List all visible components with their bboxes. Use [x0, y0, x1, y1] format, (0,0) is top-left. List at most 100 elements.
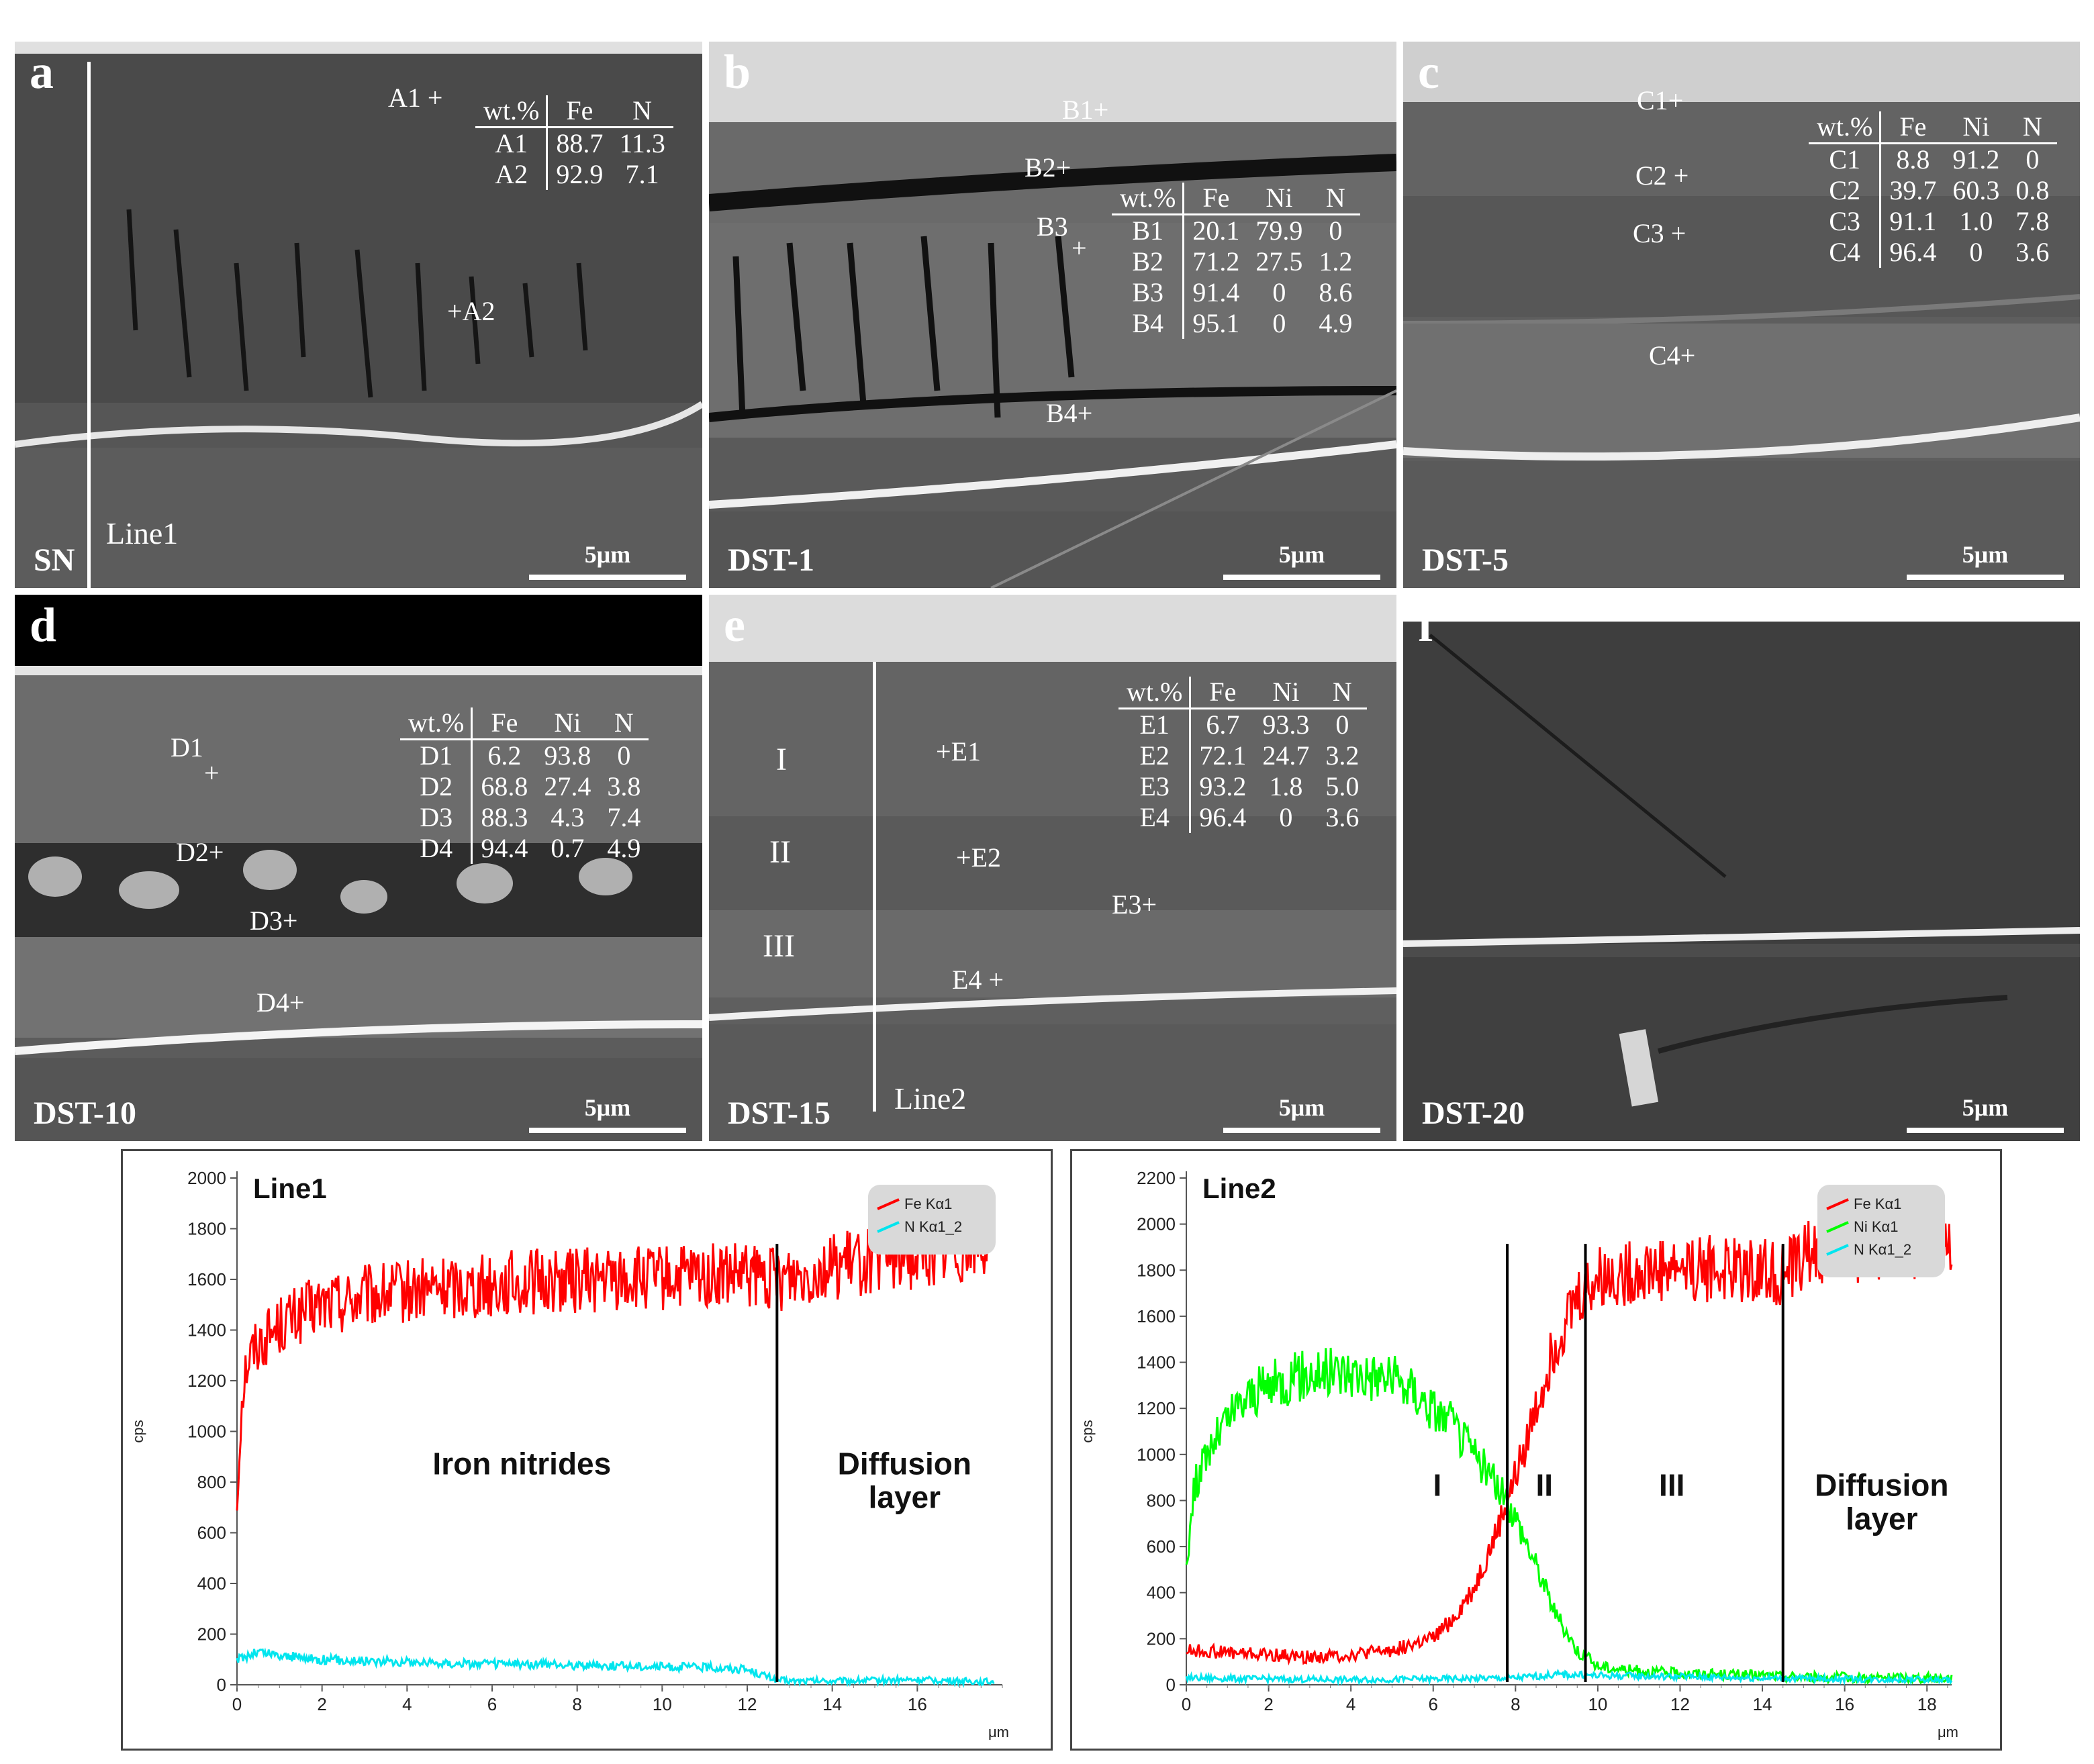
legend-box: [868, 1185, 996, 1255]
scale-bar: 5μm: [1223, 541, 1380, 580]
y-tick-label: 200: [197, 1624, 226, 1645]
x-tick-label: 12: [738, 1694, 757, 1714]
y-tick-label: 1000: [1137, 1444, 1176, 1465]
point-marker: A1 +: [388, 83, 443, 113]
x-axis-label: μm: [988, 1724, 1009, 1741]
y-tick-label: 2200: [1137, 1168, 1176, 1188]
point-marker: +A2: [447, 296, 495, 326]
legend-swatch: [1826, 1221, 1849, 1233]
y-tick-label: 600: [197, 1523, 226, 1543]
x-tick-label: 0: [1182, 1694, 1191, 1714]
y-tick-label: 800: [1147, 1490, 1176, 1510]
legend-box: [1817, 1185, 1945, 1277]
point-marker: B1+: [1062, 95, 1109, 125]
point-marker: B4+: [1046, 398, 1093, 428]
y-tick-label: 400: [1147, 1583, 1176, 1603]
panel-b: b B1+ B2+ B3 + B4+ wt.% Fe Ni N B1 20.1 79.9 0…: [709, 42, 1396, 588]
y-tick-label: 400: [197, 1573, 226, 1594]
panel-letter: a: [30, 45, 54, 99]
x-tick-label: 6: [1429, 1694, 1438, 1714]
point-marker: E3+: [1112, 889, 1157, 920]
chart-annotation: II: [1535, 1468, 1553, 1503]
point-marker: D1: [171, 732, 203, 763]
legend-swatch: [877, 1221, 900, 1233]
x-tick-label: 8: [572, 1694, 581, 1714]
chart-annotation: Iron nitrides: [432, 1447, 611, 1481]
y-tick-label: 1600: [187, 1269, 226, 1289]
x-tick-label: 18: [1917, 1694, 1937, 1714]
y-tick-label: 1600: [1137, 1306, 1176, 1326]
composition-table: wt.% Fe N A1 88.7 11.3 A2 92.9 7.1: [475, 95, 673, 190]
y-tick-label: 200: [1147, 1628, 1176, 1649]
sample-name: DST-5: [1422, 542, 1509, 578]
y-tick-label: 800: [197, 1472, 226, 1492]
point-marker: +E2: [956, 842, 1001, 873]
point-marker: B2+: [1025, 152, 1072, 183]
line-scan-chart-1: 0 200 400 600 800 1000 1200 1400 1600 1800 2000 0 2 4…: [121, 1149, 1053, 1751]
legend-entry: Ni Kα1: [1854, 1218, 1899, 1235]
x-tick-label: 12: [1670, 1694, 1690, 1714]
x-axis-label: μm: [1938, 1724, 1958, 1741]
x-tick-label: 8: [1511, 1694, 1520, 1714]
point-marker: C4+: [1649, 340, 1696, 371]
x-tick-label: 14: [822, 1694, 842, 1714]
point-marker: +: [204, 758, 220, 788]
sample-name: DST-1: [728, 542, 814, 578]
chart-annotation: Diffusion layer: [1815, 1468, 1948, 1536]
legend-entry: N Kα1_2: [904, 1218, 962, 1235]
panel-d: d D1 + D2+ D3+ D4+ wt.% Fe Ni N D1 6.2 93.8 0 …: [15, 595, 702, 1141]
panel-c: c C1+ C2 + C3 + C4+ wt.% Fe Ni N C1 8.8 91.2 0…: [1403, 42, 2080, 588]
line-scan-chart-2: 0 200 400 600 800 1000 1200 1400 1600 1800 2000 220…: [1070, 1149, 2002, 1751]
scale-bar: 5μm: [529, 541, 686, 580]
scale-bar: 5μm: [529, 1094, 686, 1133]
y-tick-label: 1000: [187, 1422, 226, 1442]
scale-bar: 5μm: [1223, 1094, 1380, 1133]
sample-name: SN: [34, 542, 75, 578]
scale-bar: 5μm: [1907, 541, 2064, 580]
y-tick-label: 0: [217, 1675, 226, 1695]
panel-f: f DST-20 5μm: [1403, 595, 2080, 1141]
sem-image-b: [709, 42, 1396, 588]
composition-table: wt.% Fe Ni N D1 6.2 93.8 0 D2 68.8 27.4 3.8 D3 88.…: [400, 707, 649, 864]
chart-annotation: I: [1433, 1468, 1441, 1503]
y-tick-label: 1200: [1137, 1398, 1176, 1418]
composition-table: wt.% Fe Ni N C1 8.8 91.2 0 C2 39.7 60.3 0.8 C3 91.…: [1809, 111, 2058, 268]
y-axis-label: cps: [1079, 1420, 1096, 1442]
legend-swatch: [1826, 1198, 1849, 1210]
region-label: III: [763, 928, 795, 964]
panel-letter: c: [1418, 45, 1439, 99]
point-marker: B3: [1037, 211, 1068, 242]
legend-swatch: [877, 1198, 900, 1210]
region-label: I: [776, 742, 787, 777]
x-tick-label: 4: [402, 1694, 412, 1714]
y-tick-label: 0: [1166, 1675, 1176, 1695]
x-tick-label: 2: [1264, 1694, 1273, 1714]
y-tick-label: 600: [1147, 1536, 1176, 1557]
sample-name: DST-10: [34, 1095, 136, 1131]
x-tick-label: 0: [232, 1694, 242, 1714]
chart-annotation: III: [1659, 1468, 1684, 1503]
sem-image-a: [15, 42, 702, 588]
point-marker: C3 +: [1633, 218, 1686, 248]
y-tick-label: 1800: [1137, 1260, 1176, 1280]
chart-title: Line2: [1202, 1173, 1276, 1204]
chart-2-svg: 0 200 400 600 800 1000 1200 1400 1600 1800 2000 220…: [1079, 1168, 1958, 1741]
chart-title: Line1: [253, 1173, 327, 1204]
x-tick-label: 6: [487, 1694, 497, 1714]
y-tick-label: 1400: [1137, 1353, 1176, 1373]
series-line: [1185, 1668, 1953, 1686]
composition-table: wt.% Fe Ni N B1 20.1 79.9 0 B2 71.2 27.5 1.2 B3 91…: [1112, 183, 1361, 339]
x-tick-label: 16: [908, 1694, 927, 1714]
sample-name: DST-15: [728, 1095, 830, 1131]
scale-bar: 5μm: [1907, 1094, 2064, 1133]
panel-letter: d: [30, 598, 57, 652]
legend-swatch: [1826, 1244, 1849, 1256]
x-tick-label: 14: [1753, 1694, 1772, 1714]
point-marker: D4+: [256, 987, 305, 1018]
sem-image-e: [709, 595, 1396, 1141]
legend-entry: Fe Kα1: [904, 1195, 952, 1212]
region-label: II: [769, 834, 791, 870]
line-scan-path: [87, 62, 91, 588]
composition-table: wt.% Fe Ni N E1 6.7 93.3 0 E2 72.1 24.7 3.2 E3 93.…: [1119, 677, 1368, 833]
point-marker: C2 +: [1635, 160, 1689, 191]
